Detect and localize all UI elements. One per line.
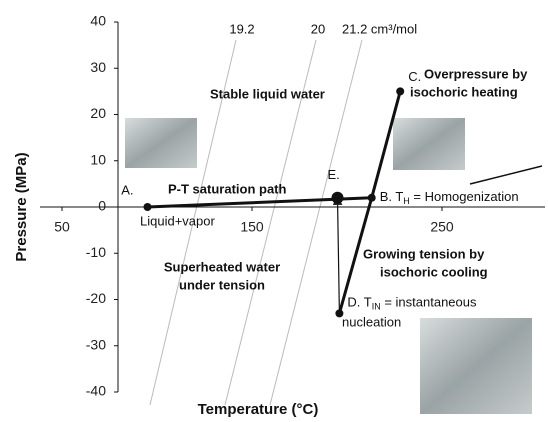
- x-axis-title: Temperature (°C): [198, 401, 319, 418]
- y-tick-label: -30: [86, 336, 106, 352]
- label-part: = Homogenization: [410, 189, 519, 204]
- point-label: C.: [408, 69, 421, 84]
- annotation: Superheated water: [164, 259, 280, 274]
- path-segment: [337, 197, 374, 314]
- annotation: isochoric cooling: [380, 264, 488, 279]
- isochore-label: 19.2: [229, 21, 254, 36]
- y-tick-label: 30: [90, 59, 106, 75]
- photo: [125, 118, 197, 168]
- y-tick-label: 20: [90, 105, 106, 121]
- photo: [393, 118, 465, 170]
- x-tick-label: 150: [240, 219, 264, 235]
- annotation: Stable liquid water: [210, 86, 325, 101]
- y-tick-label: -10: [86, 244, 106, 260]
- path-segment: [370, 90, 402, 199]
- isochore-lines: [149, 39, 543, 406]
- label-sub: H: [403, 196, 410, 206]
- y-tick-label: 40: [90, 13, 106, 29]
- photo: [420, 318, 532, 414]
- saturation-extension: [469, 165, 543, 185]
- annotation: Growing tension by: [363, 246, 485, 261]
- point-label: E.: [328, 167, 340, 182]
- point-label: D. TIN = instantaneous: [347, 295, 477, 312]
- x-tick-label: 50: [54, 219, 70, 235]
- point: [396, 87, 405, 96]
- label-part: B. T: [380, 189, 404, 204]
- y-tick-label: -40: [86, 383, 106, 399]
- annotation: nucleation: [342, 314, 401, 329]
- point-label: B. TH = Homogenization: [380, 189, 519, 206]
- isochore: [149, 39, 237, 406]
- annotation: Overpressure by: [424, 66, 528, 81]
- y-tick-label: 0: [98, 198, 106, 214]
- y-tick-label: -20: [86, 290, 106, 306]
- label-sub: IN: [372, 302, 381, 312]
- point: [143, 203, 152, 211]
- isochore-label: 21.2 cm³/mol: [342, 21, 417, 36]
- annotation: P-T saturation path: [168, 181, 287, 196]
- arrow: [332, 195, 343, 314]
- annotation: Liquid+vapor: [140, 213, 215, 228]
- point: [331, 191, 344, 204]
- point-label: A.: [121, 182, 133, 197]
- isochore-label: 20: [311, 21, 325, 36]
- point: [367, 193, 376, 202]
- label-part: D. T: [347, 295, 371, 310]
- annotation: isochoric heating: [410, 84, 518, 99]
- isochore: [269, 39, 363, 406]
- annotation: under tension: [179, 277, 265, 292]
- x-tick-label: 250: [430, 219, 454, 235]
- y-axis-title: Pressure (MPa): [13, 152, 30, 261]
- label-part: = instantaneous: [381, 295, 477, 310]
- y-tick-label: 10: [90, 151, 106, 167]
- isochore: [224, 39, 317, 406]
- point: [335, 309, 344, 318]
